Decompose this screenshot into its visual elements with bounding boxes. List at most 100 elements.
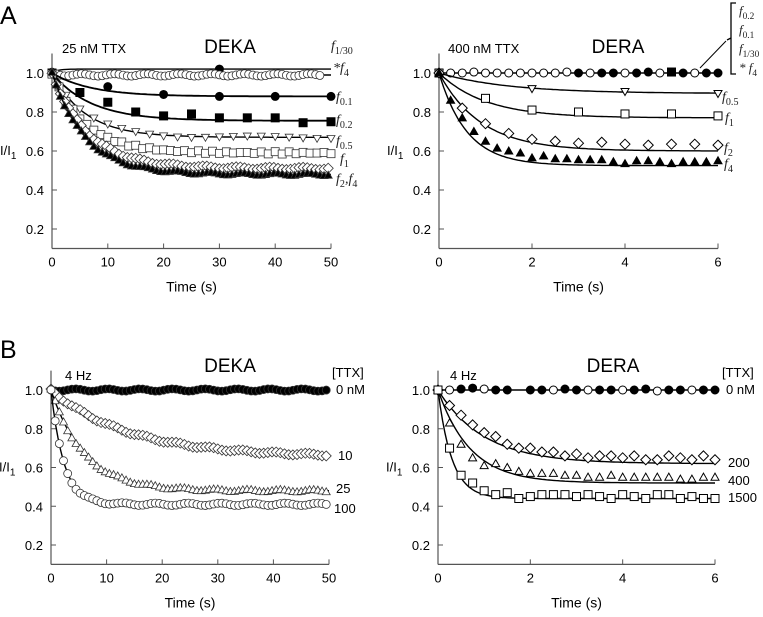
- data-point: [608, 68, 618, 78]
- data-point: [490, 458, 501, 468]
- series-0-nm: [46, 384, 331, 396]
- data-point: [445, 95, 456, 104]
- data-point: [445, 443, 455, 453]
- data-point: [63, 469, 73, 478]
- data-point: [504, 68, 514, 78]
- data-point: [456, 384, 466, 394]
- data-point: [88, 456, 98, 466]
- data-point: [214, 113, 224, 123]
- data-point: [468, 478, 478, 488]
- data-point: [620, 68, 630, 78]
- data-point: [526, 133, 538, 146]
- data-point: [466, 419, 479, 431]
- data-point: [593, 450, 606, 462]
- data-point: [502, 385, 512, 395]
- data-point: [103, 82, 113, 92]
- data-point: [502, 488, 512, 498]
- y-axis-label: I/I1: [0, 143, 17, 162]
- data-point: [606, 470, 616, 479]
- x-tick-label: 2: [527, 570, 534, 585]
- data-point: [550, 153, 561, 163]
- series-label: 200: [728, 455, 750, 470]
- data-point: [158, 132, 169, 141]
- data-point: [443, 399, 456, 412]
- x-tick-label: 4: [619, 570, 626, 585]
- data-point: [675, 474, 686, 483]
- data-point: [690, 68, 700, 78]
- x-tick-label: 6: [711, 570, 718, 585]
- data-point: [131, 107, 141, 117]
- data-point: [618, 385, 628, 395]
- data-point: [434, 67, 444, 77]
- data-point: [675, 494, 685, 503]
- data-point: [103, 97, 113, 107]
- y-tick-label: 0.8: [25, 422, 43, 437]
- data-point: [642, 139, 654, 151]
- data-point: [525, 492, 535, 502]
- data-point: [562, 153, 572, 163]
- data-point: [710, 472, 720, 481]
- data-point: [709, 454, 721, 466]
- data-point: [594, 472, 605, 481]
- y-tick-label: 0.4: [26, 183, 44, 198]
- data-point: [54, 407, 65, 416]
- data-point: [159, 89, 169, 99]
- series-10-nm: [45, 383, 332, 462]
- data-point: [59, 456, 68, 466]
- data-point: [298, 118, 308, 128]
- data-point: [527, 152, 537, 162]
- data-point: [536, 446, 548, 458]
- data-point: [527, 85, 537, 94]
- data-point: [527, 68, 537, 78]
- data-point: [698, 494, 708, 503]
- data-point: [617, 472, 628, 481]
- data-point: [492, 143, 502, 152]
- series-f2: [433, 67, 724, 152]
- series-label: f0.5: [336, 134, 353, 152]
- data-point: [326, 149, 336, 159]
- series-200-nm: [432, 384, 721, 466]
- data-point: [491, 385, 501, 395]
- data-point: [640, 454, 652, 466]
- data-point: [321, 486, 331, 496]
- y-tick-label: 1.0: [412, 383, 430, 398]
- data-point: [80, 131, 91, 140]
- data-point: [89, 114, 99, 123]
- data-point: [665, 138, 678, 150]
- fit-line: [438, 72, 718, 94]
- data-point: [58, 417, 69, 426]
- x-tick-label: 2: [528, 255, 535, 270]
- data-point: [550, 68, 560, 78]
- x-axis-label: Time (s): [551, 594, 602, 610]
- bracket-label: f0.1: [739, 22, 755, 41]
- data-point: [573, 154, 584, 164]
- data-point: [562, 67, 572, 77]
- bracket: [726, 2, 736, 75]
- data-point: [596, 154, 607, 164]
- data-point: [214, 133, 225, 142]
- data-point: [618, 490, 628, 500]
- data-point: [491, 490, 501, 500]
- data-point: [652, 386, 662, 396]
- data-point: [525, 468, 536, 477]
- data-point: [640, 472, 651, 481]
- chart-title: DEKA: [204, 37, 256, 58]
- data-point: [547, 446, 560, 458]
- data-point: [663, 450, 675, 462]
- series-label: f1/30: [331, 39, 353, 57]
- series-400-nm: [433, 384, 720, 484]
- y-axis-label: I/I1: [386, 460, 403, 479]
- series-label: 0 nM: [726, 382, 755, 397]
- x-tick-label: 40: [266, 570, 280, 585]
- series-label: f0.1: [336, 90, 353, 108]
- data-point: [559, 450, 571, 462]
- data-point: [655, 156, 665, 166]
- data-point: [467, 452, 478, 462]
- y-tick-label: 0.2: [26, 222, 44, 237]
- data-point: [687, 474, 697, 483]
- panel-letter-a: A: [0, 2, 17, 30]
- data-point: [606, 385, 616, 395]
- series-label: 100: [334, 501, 356, 516]
- data-point: [242, 113, 252, 123]
- x-tick-label: 10: [99, 570, 113, 585]
